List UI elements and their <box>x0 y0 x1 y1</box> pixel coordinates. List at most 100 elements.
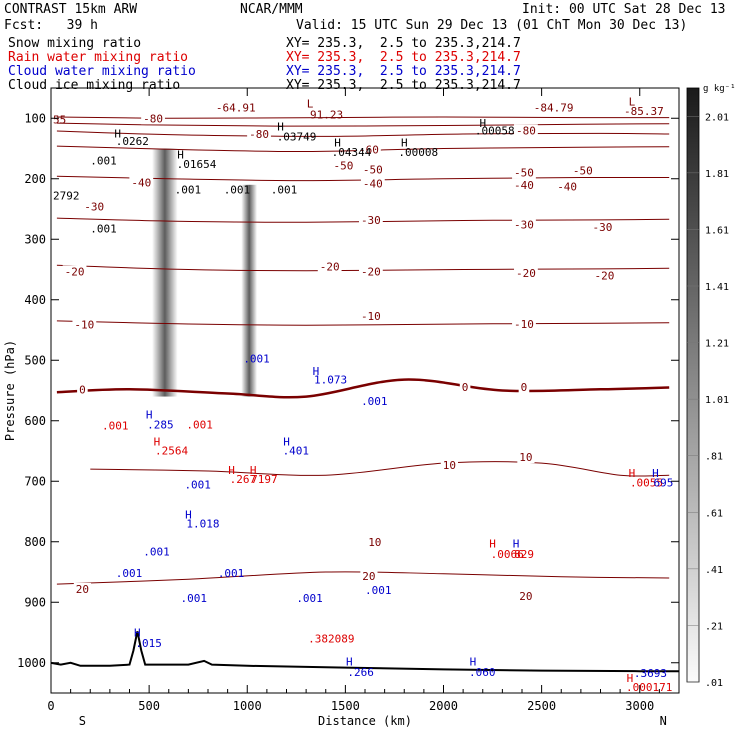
colorbar-label-8: .41 <box>705 565 723 576</box>
y-tick-label-500: 500 <box>24 353 46 367</box>
contour-label-bg-7 <box>570 164 595 177</box>
extremum-value-22: .001 <box>186 418 213 431</box>
contour-label-bg-17 <box>317 260 342 273</box>
extremum-value-36: .001 <box>181 592 208 605</box>
high-mark-9: H <box>146 409 153 422</box>
field-cloudwater-label: Cloud water mixing ratio <box>8 64 196 79</box>
contour-label-22: -10 <box>361 310 381 323</box>
high-mark-10: H <box>154 435 161 448</box>
x-end-label-south: S <box>79 714 86 728</box>
x-tick-label-1000: 1000 <box>233 699 262 713</box>
x-tick-label-2500: 2500 <box>527 699 556 713</box>
contour-label-8: -40 <box>131 176 151 189</box>
extremum-value-35: .001 <box>218 567 245 580</box>
contour-label-6: -50 <box>514 167 534 180</box>
snow-shade-column-0 <box>152 148 178 397</box>
contour-label-16: -20 <box>65 265 85 278</box>
contour-label-bg-24 <box>77 383 88 396</box>
field-rain-xy: XY= 235.3, 2.5 to 235.3,214.7 <box>286 50 521 65</box>
temperature-contour-0 <box>56 378 670 399</box>
high-mark-5: H <box>334 136 341 149</box>
extremum-value-9: .00008 <box>398 146 438 159</box>
extremum-value-15: 2792 <box>53 190 80 203</box>
contour-label-bg-22 <box>358 310 383 323</box>
low-mark-0: L <box>307 98 314 111</box>
extremum-value-18: 1.073 <box>314 374 347 387</box>
contour-label-27: 10 <box>443 459 456 472</box>
colorbar <box>686 87 700 683</box>
extremum-value-26: 7197 <box>251 473 277 486</box>
forecast-hour: Fcst: 39 h <box>4 18 98 33</box>
extremum-value-20: .001 <box>102 420 128 433</box>
extremum-value-6: .0262 <box>116 135 149 148</box>
extremum-value-42: .060 <box>469 666 496 679</box>
colorbar-label-9: .21 <box>705 621 723 632</box>
temperature-contour--10 <box>56 320 670 326</box>
contour-label-30: 20 <box>362 570 375 583</box>
extremum-value-16: .001 <box>90 222 117 235</box>
x-tick-label-0: 0 <box>47 699 54 713</box>
contour-label-11: -40 <box>557 181 577 194</box>
x-end-label-north: N <box>660 714 667 728</box>
extremum-value-12: .001 <box>175 184 202 197</box>
contour-label-bg-25 <box>459 380 471 393</box>
x-tick-label-3000: 3000 <box>625 699 654 713</box>
contour-label-bg-18 <box>358 265 383 278</box>
high-mark-16: H <box>185 509 192 522</box>
high-mark-6: H <box>401 136 408 149</box>
extremum-value-17: .001 <box>243 352 270 365</box>
extremum-value-0: -64.91 <box>216 101 256 114</box>
contour-label-24: 0 <box>79 383 86 396</box>
y-tick-label-300: 300 <box>24 232 46 246</box>
field-cloudice-xy: XY= 235.3, 2.5 to 235.3,214.7 <box>286 78 521 93</box>
contour-label-10: -40 <box>514 179 534 192</box>
contour-label-9: -40 <box>363 178 383 191</box>
contour-label-0: -80 <box>143 112 163 125</box>
field-snow-xy: XY= 235.3, 2.5 to 235.3,214.7 <box>286 36 521 51</box>
contour-label-4: -50 <box>333 159 353 172</box>
extremum-value-31: .001 <box>143 545 170 558</box>
contour-label-21: -10 <box>74 319 94 332</box>
contour-label-bg-4 <box>331 159 356 172</box>
high-mark-19: H <box>134 627 141 640</box>
y-tick-label-700: 700 <box>24 474 46 488</box>
init-time: Init: 00 UTC Sat 28 Dec 13 <box>522 2 726 17</box>
high-mark-13: H <box>250 464 257 477</box>
contour-label-29: 10 <box>368 536 381 549</box>
extremum-value-23: .2564 <box>155 444 188 457</box>
x-tick-label-1500: 1500 <box>331 699 360 713</box>
colorbar-label-6: .81 <box>705 452 723 463</box>
field-cloudwater-xy: XY= 235.3, 2.5 to 235.3,214.7 <box>286 64 521 79</box>
high-mark-12: H <box>228 464 235 477</box>
extremum-value-37: .001 <box>296 592 323 605</box>
contour-label-23: -10 <box>514 318 534 331</box>
x-tick-label-500: 500 <box>138 699 160 713</box>
extremum-value-34: .001 <box>116 567 143 580</box>
colorbar-unit: g kg⁻¹ <box>703 84 736 94</box>
colorbar-label-1: 1.81 <box>705 169 729 180</box>
contour-label-5: -50 <box>363 164 383 177</box>
contour-label-bg-14 <box>512 218 536 231</box>
contour-label-bg-28 <box>517 451 535 464</box>
contour-label-bg-10 <box>512 178 536 191</box>
extremum-value-7: .03749 <box>277 130 317 143</box>
contour-label-bg-2 <box>514 124 538 137</box>
temperature-contour--60 <box>56 130 670 137</box>
high-mark-7: H <box>177 149 184 162</box>
extremum-value-25: .267 <box>230 473 257 486</box>
extremum-value-13: .001 <box>224 184 251 197</box>
colorbar-label-2: 1.61 <box>705 225 729 236</box>
extremum-value-32: .0066 <box>491 548 524 561</box>
contour-label-17: -20 <box>320 260 340 273</box>
extremum-value-10: .01654 <box>177 158 217 171</box>
high-mark-3: H <box>114 127 121 140</box>
contour-label-1: -80 <box>249 128 269 141</box>
contour-label-bg-29 <box>366 535 384 548</box>
field-snow-label: Snow mixing ratio <box>8 36 142 51</box>
y-tick-label-800: 800 <box>24 535 46 549</box>
contour-label-bg-23 <box>512 317 536 330</box>
contour-label-31: 20 <box>76 583 89 596</box>
extremum-value-4: 55 <box>53 113 66 126</box>
